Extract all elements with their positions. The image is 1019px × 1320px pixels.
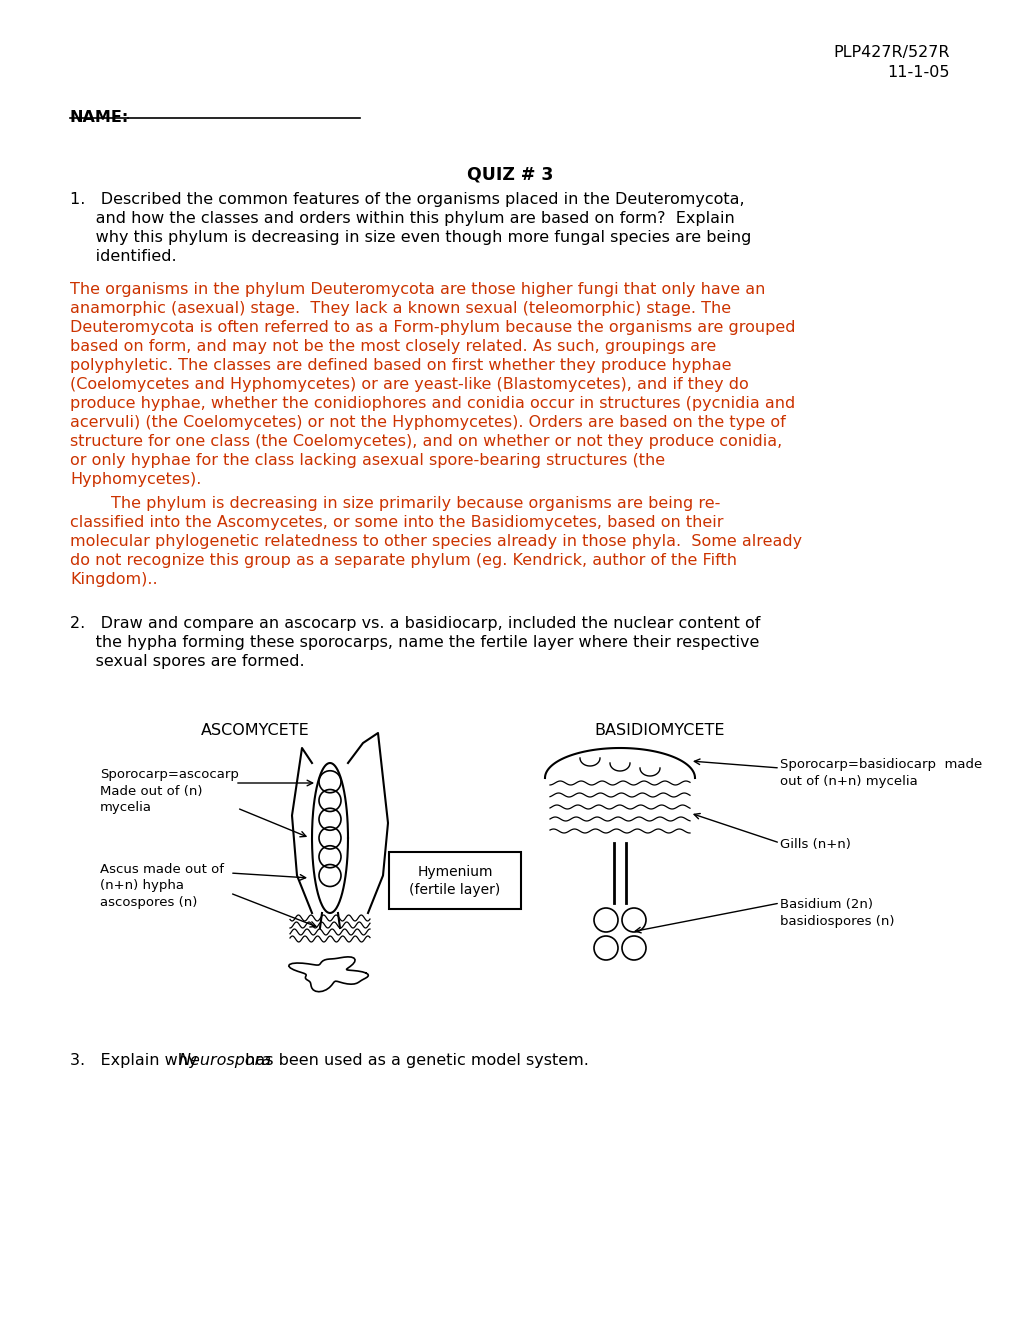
Text: 3.   Explain why: 3. Explain why — [70, 1053, 203, 1068]
Text: The phylum is decreasing in size primarily because organisms are being re-: The phylum is decreasing in size primari… — [70, 496, 719, 511]
Text: the hypha forming these sporocarps, name the fertile layer where their respectiv: the hypha forming these sporocarps, name… — [70, 635, 758, 649]
Text: Deuteromycota is often referred to as a Form-phylum because the organisms are gr: Deuteromycota is often referred to as a … — [70, 319, 795, 335]
Text: Sporocarp=ascocarp
Made out of (n)
mycelia: Sporocarp=ascocarp Made out of (n) mycel… — [100, 768, 238, 814]
Text: Hyphomycetes).: Hyphomycetes). — [70, 473, 201, 487]
Text: acervuli) (the Coelomycetes) or not the Hyphomycetes). Orders are based on the t: acervuli) (the Coelomycetes) or not the … — [70, 414, 785, 430]
Text: PLP427R/527R: PLP427R/527R — [833, 45, 949, 59]
Text: identified.: identified. — [70, 249, 176, 264]
Text: why this phylum is decreasing in size even though more fungal species are being: why this phylum is decreasing in size ev… — [70, 230, 751, 246]
Text: Neurospora: Neurospora — [178, 1053, 271, 1068]
FancyBboxPatch shape — [388, 851, 521, 909]
Text: Basidium (2n)
basidiospores (n): Basidium (2n) basidiospores (n) — [780, 898, 894, 928]
Text: ASCOMYCETE: ASCOMYCETE — [201, 723, 309, 738]
Text: 11-1-05: 11-1-05 — [887, 65, 949, 81]
Text: QUIZ # 3: QUIZ # 3 — [467, 165, 552, 183]
Text: or only hyphae for the class lacking asexual spore-bearing structures (the: or only hyphae for the class lacking ase… — [70, 453, 664, 469]
Text: NAME:: NAME: — [70, 110, 129, 125]
Text: polyphyletic. The classes are defined based on first whether they produce hyphae: polyphyletic. The classes are defined ba… — [70, 358, 731, 374]
Text: Gills (n+n): Gills (n+n) — [780, 838, 850, 851]
Text: classified into the Ascomycetes, or some into the Basidiomycetes, based on their: classified into the Ascomycetes, or some… — [70, 515, 722, 531]
Text: BASIDIOMYCETE: BASIDIOMYCETE — [594, 723, 725, 738]
Text: Hymenium
(fertile layer): Hymenium (fertile layer) — [409, 865, 500, 898]
Text: molecular phylogenetic relatedness to other species already in those phyla.  Som: molecular phylogenetic relatedness to ot… — [70, 535, 801, 549]
Text: structure for one class (the Coelomycetes), and on whether or not they produce c: structure for one class (the Coelomycete… — [70, 434, 782, 449]
Text: has been used as a genetic model system.: has been used as a genetic model system. — [239, 1053, 588, 1068]
Text: sexual spores are formed.: sexual spores are formed. — [70, 653, 305, 669]
Text: 2.   Draw and compare an ascocarp vs. a basidiocarp, included the nuclear conten: 2. Draw and compare an ascocarp vs. a ba… — [70, 616, 759, 631]
Text: (Coelomycetes and Hyphomycetes) or are yeast-like (Blastomycetes), and if they d: (Coelomycetes and Hyphomycetes) or are y… — [70, 378, 748, 392]
Text: and how the classes and orders within this phylum are based on form?  Explain: and how the classes and orders within th… — [70, 211, 734, 226]
Text: Sporocarp=basidiocarp  made
out of (n+n) mycelia: Sporocarp=basidiocarp made out of (n+n) … — [780, 758, 981, 788]
Text: Kingdom)..: Kingdom).. — [70, 572, 158, 587]
Text: The organisms in the phylum Deuteromycota are those higher fungi that only have : The organisms in the phylum Deuteromycot… — [70, 282, 764, 297]
Text: do not recognize this group as a separate phylum (eg. Kendrick, author of the Fi: do not recognize this group as a separat… — [70, 553, 737, 568]
Text: produce hyphae, whether the conidiophores and conidia occur in structures (pycni: produce hyphae, whether the conidiophore… — [70, 396, 795, 411]
Text: Ascus made out of
(n+n) hypha
ascospores (n): Ascus made out of (n+n) hypha ascospores… — [100, 863, 224, 909]
Text: 1.   Described the common features of the organisms placed in the Deuteromycota,: 1. Described the common features of the … — [70, 191, 744, 207]
Text: anamorphic (asexual) stage.  They lack a known sexual (teleomorphic) stage. The: anamorphic (asexual) stage. They lack a … — [70, 301, 731, 315]
Text: based on form, and may not be the most closely related. As such, groupings are: based on form, and may not be the most c… — [70, 339, 715, 354]
